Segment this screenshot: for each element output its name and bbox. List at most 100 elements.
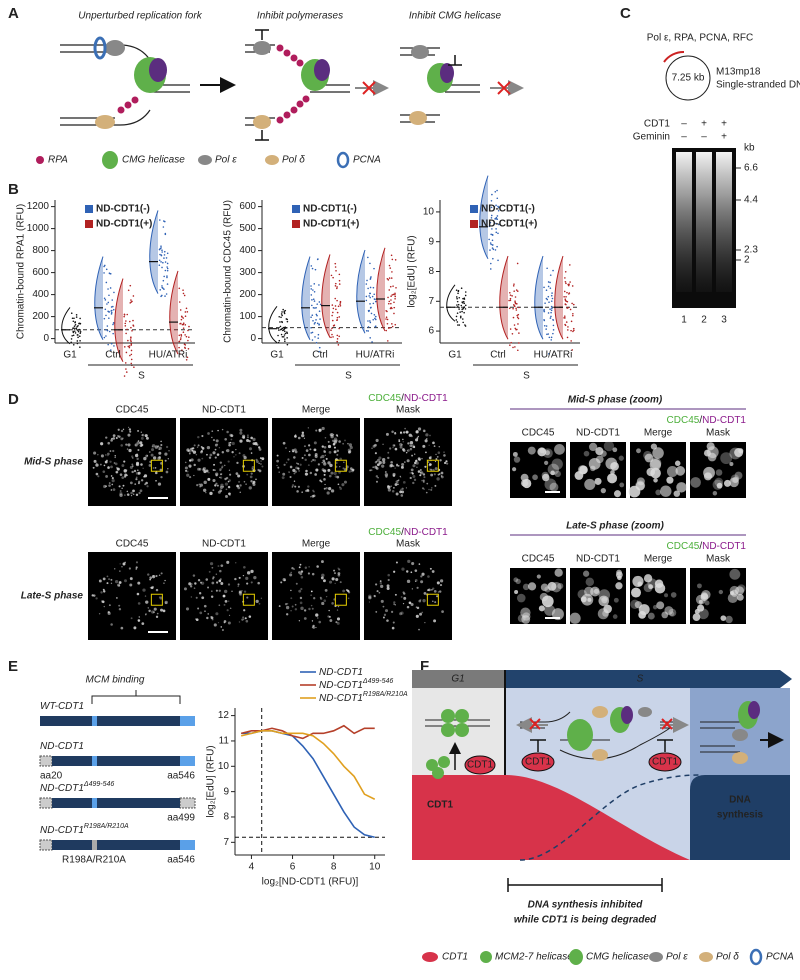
point [498, 223, 500, 226]
point [162, 279, 165, 282]
point [318, 350, 320, 353]
points [330, 262, 342, 346]
speckle [313, 490, 315, 493]
speckle [422, 480, 425, 483]
speckle [415, 430, 419, 434]
speckle [410, 448, 412, 450]
point [160, 245, 162, 247]
speckle [125, 443, 128, 446]
speckle [400, 465, 404, 469]
speckle [109, 450, 112, 452]
speckle [237, 474, 241, 478]
speckle [106, 452, 110, 456]
speckle [215, 589, 218, 592]
speckle [217, 621, 220, 624]
y-axis-label: log₂[EdU] (RFU) [206, 745, 217, 817]
speckle [238, 452, 241, 455]
speckle [235, 454, 237, 456]
point [546, 267, 548, 270]
point [331, 319, 334, 322]
speckle [145, 613, 147, 615]
point [492, 248, 495, 251]
primer [663, 50, 685, 63]
speckle [191, 447, 194, 450]
point [490, 243, 492, 246]
speckle [430, 473, 434, 477]
point [110, 342, 113, 345]
zoom-box [334, 459, 347, 472]
point [315, 313, 318, 316]
point [166, 269, 169, 272]
speckle [205, 492, 207, 494]
speckle [409, 476, 412, 480]
speckle [549, 482, 559, 492]
speckle [287, 458, 290, 461]
speckle [337, 574, 341, 577]
mask-label: Mask [706, 428, 731, 439]
channel-label: ND-CDT1 [576, 554, 620, 565]
point [284, 327, 287, 329]
speckle [436, 455, 439, 458]
protein-bar [52, 756, 195, 766]
speckle [165, 445, 169, 449]
speckle [339, 486, 341, 488]
markers: 6.64.42.32 [736, 163, 758, 266]
speckle [440, 475, 443, 477]
point [283, 334, 286, 336]
speckle [522, 612, 531, 621]
speckle [93, 451, 97, 455]
rpa [276, 44, 310, 124]
point [129, 354, 131, 357]
speckle [293, 456, 296, 459]
speckle [135, 493, 139, 497]
speckle [188, 582, 192, 586]
speckle [402, 449, 406, 452]
speckle [184, 461, 187, 464]
point [568, 292, 571, 294]
point [549, 281, 551, 284]
speckle [616, 569, 622, 576]
x-label: HU/ATRi [356, 350, 395, 361]
speckle [514, 589, 519, 594]
speckle [416, 437, 419, 439]
speckle [386, 586, 390, 590]
speckle [539, 447, 545, 454]
point [386, 318, 389, 321]
speckle [239, 431, 243, 435]
point [316, 322, 319, 325]
speckle [114, 580, 119, 584]
speckle [382, 443, 384, 446]
point [105, 281, 108, 284]
point [106, 329, 109, 332]
speckle [219, 476, 223, 479]
speckle [308, 444, 311, 447]
speckle [416, 430, 419, 432]
point [317, 337, 320, 339]
speckle [236, 461, 239, 465]
speckle [135, 566, 138, 569]
speckle [406, 579, 411, 584]
speckle [106, 582, 109, 585]
speckle [410, 468, 414, 472]
speckle [603, 440, 615, 452]
speckle [223, 621, 226, 624]
name: ND-CDT1 [40, 825, 84, 836]
speckle [253, 575, 257, 580]
speckle [210, 595, 214, 599]
plasmid-type: Single-stranded DNA [716, 80, 800, 91]
speckle [729, 568, 741, 580]
speckle [723, 479, 731, 487]
point [456, 297, 458, 300]
speckle [148, 451, 151, 453]
legend-label: PCNA [766, 952, 794, 963]
point [385, 318, 387, 320]
speckle [400, 596, 403, 598]
speckle [307, 464, 310, 467]
point [124, 322, 127, 325]
speckle [215, 573, 218, 575]
speckle [243, 618, 245, 620]
point [314, 268, 317, 271]
speckle [236, 484, 239, 488]
speckle [221, 428, 224, 431]
speckle [406, 605, 410, 609]
